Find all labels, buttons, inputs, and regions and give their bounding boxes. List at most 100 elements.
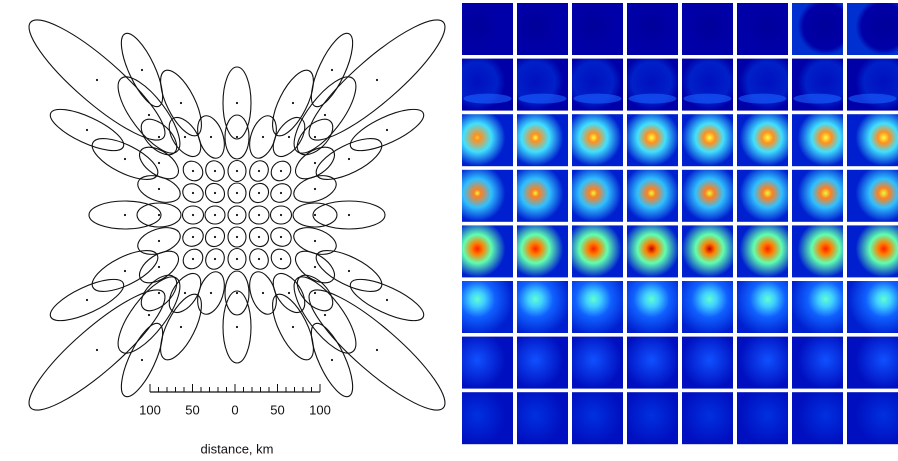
ellipse-center <box>324 114 326 116</box>
ellipse-center <box>158 266 160 268</box>
heatmap-tile <box>627 337 678 389</box>
heatmap-tile <box>682 281 733 333</box>
ellipse-center <box>124 158 126 160</box>
heatmap-tile <box>627 281 678 333</box>
heatmap-tile <box>572 114 623 166</box>
heatmap-tile <box>517 225 568 277</box>
ellipse-center <box>124 270 126 272</box>
heatmap-tile <box>682 392 733 444</box>
ellipse-center <box>314 162 316 164</box>
figure: distance, km 10050050100 <box>0 0 898 461</box>
heatmap-tile <box>792 3 843 55</box>
ellipse-center <box>148 314 150 316</box>
heatmap-tile <box>682 170 733 222</box>
heatmap-tile <box>572 281 623 333</box>
ellipse-center <box>96 79 98 81</box>
ellipse-center <box>258 192 260 194</box>
heatmap-tile <box>462 392 513 444</box>
scale-tick-label: 0 <box>231 402 238 417</box>
scale-tick-label: 100 <box>139 402 161 417</box>
heatmap-tile <box>682 337 733 389</box>
ellipse-center <box>314 188 316 190</box>
ellipse-center <box>210 292 212 294</box>
heatmap-tile <box>462 337 513 389</box>
ellipse-center <box>158 214 160 216</box>
ellipse-center <box>331 359 333 361</box>
ellipse-center <box>236 136 238 138</box>
ellipse-center <box>214 258 216 260</box>
ellipse-center <box>236 258 238 260</box>
scale-label: distance, km <box>201 441 274 456</box>
heatmap-tile <box>627 170 678 222</box>
scale-tick-label: 100 <box>309 402 331 417</box>
tile-band <box>684 94 732 104</box>
ellipse-center <box>192 192 194 194</box>
ellipse-center <box>141 359 143 361</box>
heatmap-tile <box>517 114 568 166</box>
ellipse-center <box>86 299 88 301</box>
ellipse-center <box>331 69 333 71</box>
heatmap-tile <box>792 281 843 333</box>
heatmap-tile <box>572 3 623 55</box>
tile-band <box>464 94 512 104</box>
heatmap-tile <box>627 3 678 55</box>
tile-band <box>849 94 897 104</box>
ellipse-center <box>262 136 264 138</box>
heatmap-tile <box>847 281 898 333</box>
tile-band <box>574 94 622 104</box>
scale-tick-label: 50 <box>270 402 284 417</box>
scale-bar <box>150 384 320 392</box>
ellipse-center <box>280 214 282 216</box>
heatmap-tile <box>682 225 733 277</box>
heatmap-tile <box>737 337 788 389</box>
ellipse-center <box>158 162 160 164</box>
ellipse-center <box>210 136 212 138</box>
ellipse-center <box>348 158 350 160</box>
ellipse-center <box>236 326 238 328</box>
ellipse-center <box>258 214 260 216</box>
heatmap-tile <box>737 225 788 277</box>
ellipse-center <box>288 136 290 138</box>
heatmap-tile <box>737 392 788 444</box>
heatmap-tile <box>627 114 678 166</box>
heatmap-tile <box>737 3 788 55</box>
ellipse-diagram <box>16 6 458 425</box>
heatmap-tile <box>737 281 788 333</box>
heatmap-tile <box>737 114 788 166</box>
ellipse-center <box>86 129 88 131</box>
heatmap-tile <box>682 114 733 166</box>
heatmap-tile <box>572 392 623 444</box>
heatmap-grid <box>462 3 898 444</box>
ellipse-center <box>158 136 160 138</box>
ellipse-center <box>292 102 294 104</box>
ellipse-center <box>236 192 238 194</box>
heatmap-tile <box>462 225 513 277</box>
ellipse-center <box>184 292 186 294</box>
ellipse-center <box>288 292 290 294</box>
ellipse-center <box>314 214 316 216</box>
ellipse-center <box>184 136 186 138</box>
ellipse-center <box>214 214 216 216</box>
heatmap-tile <box>682 3 733 55</box>
ellipse-center <box>258 170 260 172</box>
heatmap-tile <box>627 225 678 277</box>
tile-band <box>519 94 567 104</box>
ellipse-center <box>236 236 238 238</box>
ellipse-center <box>236 292 238 294</box>
ellipse-center <box>280 236 282 238</box>
heatmap-tile <box>847 3 898 55</box>
heatmap-tile <box>847 170 898 222</box>
ellipse-center <box>192 170 194 172</box>
ellipse-center <box>280 170 282 172</box>
heatmap-tile <box>517 3 568 55</box>
ellipse-center <box>376 349 378 351</box>
heatmap-tile <box>572 170 623 222</box>
heatmap-tile <box>847 114 898 166</box>
heatmap-tile <box>517 170 568 222</box>
ellipse-center <box>258 258 260 260</box>
heatmap-tile <box>462 281 513 333</box>
ellipse-center <box>236 102 238 104</box>
heatmap-tile <box>517 392 568 444</box>
ellipse-center <box>280 192 282 194</box>
ellipse-center <box>148 114 150 116</box>
